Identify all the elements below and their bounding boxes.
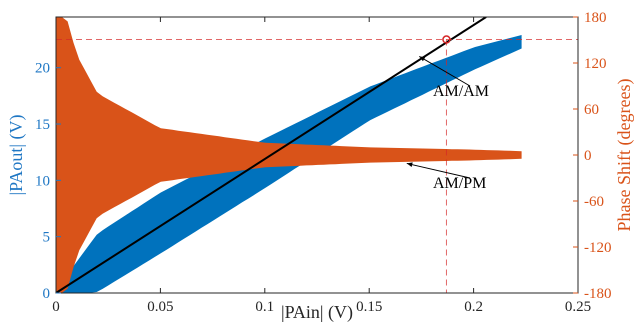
x-tick-label: 0.05 [147,299,173,315]
annotation-arrowhead [406,162,413,167]
y-left-tick-label: 0 [43,286,51,302]
y-right-tick-label: 180 [584,10,607,26]
chart-axes [55,16,579,294]
x-tick-label: 0.1 [255,299,274,315]
y-left-tick-label: 15 [35,117,50,133]
annotation-line [406,162,471,179]
y-left-axis-title: |PAout| (V) [6,114,27,195]
y-right-tick-label: 0 [584,148,592,164]
x-tick-label: 0.15 [356,299,382,315]
chart-labels: 0 0.05 0.1 0.15 0.2 0.25 0 5 10 15 20 -180 -120 -60 0 6… [6,10,635,323]
y-left-tick-label: 10 [35,173,50,189]
x-axis-title: |PAin| (V) [281,302,353,323]
y-right-axis-title: Phase Shift (degrees) [614,79,635,232]
plot-area [56,17,578,293]
chart-marks [56,17,578,293]
y-right-tick-label: -120 [584,240,612,256]
annotation-label: AM/AM [433,83,489,100]
x-tick-label: 0 [52,299,60,315]
x-tick-label: 0.2 [464,299,483,315]
am-pm-scatter [56,17,522,293]
x-tick-label: 0.25 [565,299,591,315]
y-right-tick-label: 120 [584,56,607,72]
linear-gain-line [56,17,487,293]
annotation-arrowhead [419,56,426,62]
marker-point [442,35,451,44]
y-left-tick-label: 5 [43,230,51,246]
y-right-tick-label: -180 [584,286,612,302]
y-left-tick-label: 20 [35,61,50,77]
annotation-label: AM/PM [433,175,486,192]
y-right-tick-label: 60 [584,102,599,118]
annotation-line [419,55,471,87]
y-right-tick-label: -60 [584,194,604,210]
